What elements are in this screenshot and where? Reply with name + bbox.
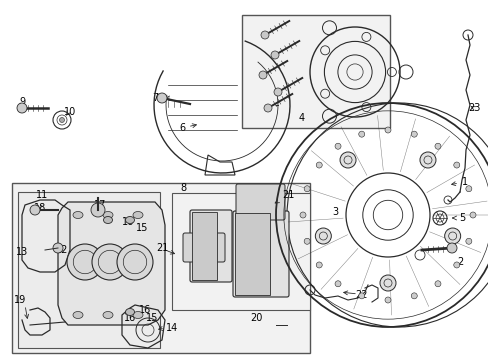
Circle shape — [315, 228, 331, 244]
Circle shape — [334, 281, 340, 287]
Circle shape — [60, 117, 64, 122]
Circle shape — [270, 51, 279, 59]
Text: 23: 23 — [467, 103, 479, 113]
Text: 17: 17 — [94, 200, 106, 210]
Circle shape — [358, 131, 364, 137]
FancyBboxPatch shape — [236, 184, 285, 220]
Text: 16: 16 — [122, 217, 134, 227]
Circle shape — [465, 186, 471, 192]
Text: 18: 18 — [34, 203, 46, 213]
Text: 8: 8 — [180, 183, 185, 193]
Circle shape — [91, 203, 105, 217]
Circle shape — [53, 243, 63, 253]
Text: 16: 16 — [139, 305, 151, 315]
FancyBboxPatch shape — [183, 233, 224, 262]
Circle shape — [358, 293, 364, 299]
Bar — [192, 212, 217, 280]
Text: 10: 10 — [64, 107, 76, 117]
Circle shape — [453, 262, 459, 268]
Circle shape — [465, 238, 471, 244]
Circle shape — [264, 104, 271, 112]
FancyBboxPatch shape — [232, 211, 288, 297]
Circle shape — [67, 244, 103, 280]
Polygon shape — [58, 202, 164, 325]
Circle shape — [469, 212, 475, 218]
Circle shape — [259, 71, 266, 79]
Circle shape — [384, 127, 390, 133]
Circle shape — [17, 103, 27, 113]
Text: 12: 12 — [56, 245, 68, 255]
Text: 13: 13 — [16, 247, 28, 257]
Ellipse shape — [73, 311, 83, 319]
FancyBboxPatch shape — [190, 210, 231, 282]
Circle shape — [434, 281, 440, 287]
Circle shape — [444, 228, 460, 244]
Circle shape — [334, 143, 340, 149]
Text: 16: 16 — [123, 313, 136, 323]
Ellipse shape — [103, 216, 112, 224]
Circle shape — [304, 186, 309, 192]
Text: 19: 19 — [14, 295, 26, 305]
Circle shape — [339, 152, 355, 168]
Circle shape — [117, 244, 153, 280]
Circle shape — [92, 244, 128, 280]
Bar — [235, 213, 269, 295]
Ellipse shape — [133, 211, 142, 219]
Circle shape — [261, 31, 268, 39]
Text: 22: 22 — [355, 290, 367, 300]
Text: 21: 21 — [156, 243, 168, 253]
Ellipse shape — [103, 211, 113, 219]
Bar — [18, 192, 160, 348]
Text: 3: 3 — [331, 207, 337, 217]
Circle shape — [157, 93, 167, 103]
Bar — [172, 193, 309, 310]
Circle shape — [379, 275, 395, 291]
Text: 11: 11 — [36, 190, 48, 200]
Circle shape — [419, 152, 435, 168]
Circle shape — [410, 131, 416, 137]
Circle shape — [316, 162, 322, 168]
Circle shape — [453, 162, 459, 168]
Text: 6: 6 — [179, 123, 196, 133]
Bar — [242, 15, 389, 128]
Circle shape — [273, 88, 282, 96]
Circle shape — [446, 243, 456, 253]
Bar — [12, 183, 309, 353]
Text: 4: 4 — [298, 113, 305, 123]
Circle shape — [299, 212, 305, 218]
Text: 20: 20 — [249, 313, 262, 323]
Ellipse shape — [125, 309, 134, 315]
Text: 1: 1 — [451, 177, 467, 187]
Ellipse shape — [103, 311, 113, 319]
Circle shape — [384, 297, 390, 303]
Circle shape — [316, 262, 322, 268]
Ellipse shape — [125, 216, 134, 224]
Text: 2: 2 — [456, 257, 462, 267]
Circle shape — [434, 143, 440, 149]
Text: 15: 15 — [145, 313, 158, 323]
Text: 14: 14 — [165, 323, 178, 333]
Ellipse shape — [73, 211, 83, 219]
Circle shape — [410, 293, 416, 299]
Text: 9: 9 — [19, 97, 25, 107]
Text: 21: 21 — [275, 190, 294, 203]
Text: 5: 5 — [452, 213, 464, 223]
Text: 15: 15 — [136, 223, 148, 233]
Ellipse shape — [133, 311, 142, 319]
Circle shape — [304, 238, 309, 244]
Text: 7: 7 — [152, 93, 158, 103]
Circle shape — [30, 205, 40, 215]
